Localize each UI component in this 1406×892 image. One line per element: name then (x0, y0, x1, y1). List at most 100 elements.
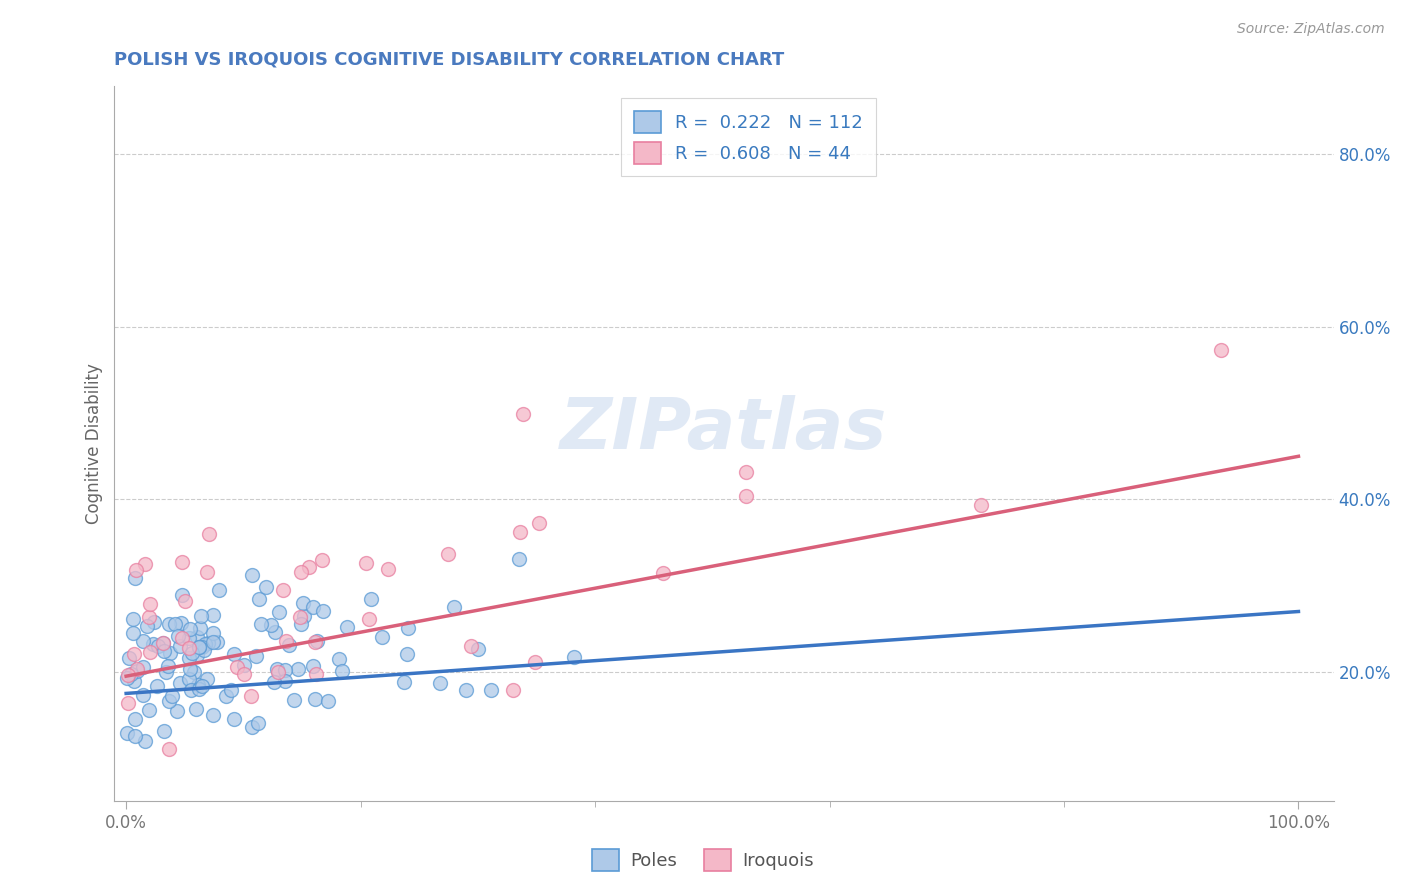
Point (186, 648, 208, 662)
Point (508, 551, 530, 566)
Point (202, 625, 225, 640)
Point (291, 595, 314, 609)
Point (240, 720, 263, 734)
Point (118, 650, 141, 665)
Point (443, 600, 465, 615)
Point (188, 681, 211, 696)
Point (121, 626, 143, 640)
Point (132, 688, 155, 702)
Point (456, 683, 478, 698)
Point (509, 524, 531, 539)
Point (170, 555, 193, 569)
Point (127, 664, 149, 678)
Point (328, 652, 350, 666)
Point (298, 560, 321, 574)
Point (146, 680, 169, 694)
Point (134, 733, 156, 747)
Point (138, 610, 160, 624)
Point (157, 694, 180, 708)
Point (283, 693, 305, 707)
Point (429, 675, 451, 690)
Point (245, 648, 267, 663)
Point (187, 678, 209, 692)
Point (131, 634, 153, 648)
Text: POLISH VS IROQUOIS COGNITIVE DISABILITY CORRELATION CHART: POLISH VS IROQUOIS COGNITIVE DISABILITY … (114, 51, 785, 69)
Point (336, 619, 359, 633)
Point (254, 580, 277, 594)
Point (304, 667, 326, 681)
Point (191, 679, 214, 693)
Point (305, 634, 328, 648)
Point (177, 640, 200, 655)
Point (143, 615, 166, 630)
Point (512, 407, 534, 421)
Point (195, 566, 218, 580)
Point (138, 645, 160, 659)
Point (277, 638, 299, 652)
Point (139, 597, 162, 611)
Point (179, 662, 201, 676)
Point (263, 674, 285, 689)
Point (260, 618, 283, 632)
Point (246, 715, 269, 730)
Point (166, 704, 188, 718)
Point (132, 659, 155, 673)
Point (290, 610, 312, 624)
Point (188, 622, 211, 636)
Point (205, 635, 228, 649)
Point (186, 630, 208, 644)
Point (651, 566, 673, 580)
Point (198, 527, 221, 541)
Point (437, 547, 460, 561)
Point (460, 639, 482, 653)
Point (354, 557, 377, 571)
Point (183, 665, 205, 679)
Point (159, 616, 181, 631)
Point (117, 696, 139, 710)
Point (249, 616, 271, 631)
Point (159, 646, 181, 660)
Point (970, 498, 993, 512)
Point (124, 712, 146, 726)
Point (120, 667, 142, 681)
Point (562, 649, 585, 664)
Point (292, 608, 315, 623)
Point (735, 489, 758, 503)
Point (233, 667, 256, 681)
Point (1209, 343, 1232, 357)
Point (201, 635, 224, 649)
Point (302, 599, 325, 614)
Legend: Poles, Iroquois: Poles, Iroquois (585, 842, 821, 879)
Point (121, 611, 143, 625)
Point (290, 616, 312, 631)
Point (136, 619, 159, 633)
Point (371, 630, 394, 644)
Point (157, 659, 180, 673)
Point (396, 647, 419, 661)
Text: Source: ZipAtlas.com: Source: ZipAtlas.com (1237, 22, 1385, 37)
Point (138, 703, 160, 717)
Point (360, 592, 382, 607)
Point (160, 689, 183, 703)
Point (396, 621, 419, 635)
Point (201, 708, 224, 723)
Point (502, 683, 524, 698)
Point (267, 606, 290, 620)
Point (208, 583, 231, 598)
Point (122, 647, 145, 661)
Point (167, 629, 190, 643)
Point (304, 692, 326, 706)
Point (193, 643, 215, 657)
Point (179, 622, 201, 636)
Point (392, 674, 415, 689)
Point (117, 668, 139, 682)
Point (117, 671, 139, 685)
Text: ZIPatlas: ZIPatlas (561, 394, 887, 464)
Point (467, 641, 489, 656)
Point (194, 637, 217, 651)
Point (735, 465, 758, 479)
Point (124, 571, 146, 585)
Point (301, 658, 323, 673)
Point (191, 640, 214, 654)
Point (180, 683, 202, 698)
